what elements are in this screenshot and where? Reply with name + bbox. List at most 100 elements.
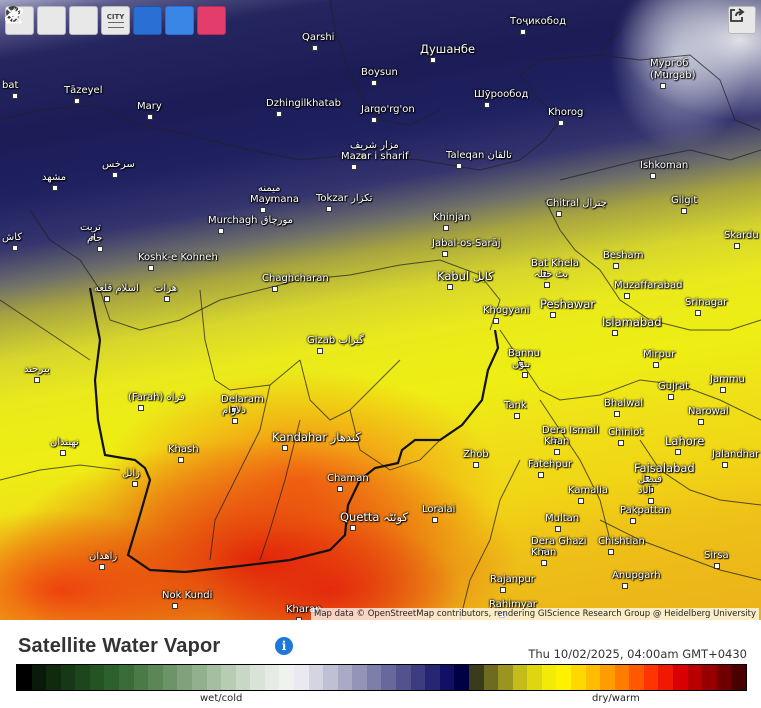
- city-marker: [675, 449, 681, 455]
- city-label: Besham: [603, 250, 644, 261]
- city-label: Mazar i sharif: [341, 151, 409, 162]
- city-marker: [442, 251, 448, 257]
- city-marker: [644, 476, 650, 482]
- city-marker: [430, 57, 436, 63]
- city-label: Zhob: [463, 449, 489, 460]
- city-marker: [443, 225, 449, 231]
- city-label: مزار شریف: [350, 140, 399, 151]
- lightning-button[interactable]: [7, 6, 162, 35]
- lightning-strike-button[interactable]: [6, 6, 194, 35]
- satellite-map[interactable]: Тоҷикобод Qarshi Душанбе Мургоб (Murgab) bat T…: [0, 0, 761, 620]
- city-marker: [360, 153, 366, 159]
- city-label: جام: [87, 233, 103, 244]
- colorbar-swatch: [410, 665, 426, 690]
- satellite-toggle-button[interactable]: [5, 6, 226, 35]
- info-icon[interactable]: i: [275, 637, 293, 655]
- city-marker: [178, 457, 184, 463]
- colorbar-swatch: [323, 665, 338, 690]
- city-label: Bhalwal: [604, 398, 644, 409]
- city-label: Mary: [137, 101, 162, 112]
- colorbar-swatch: [264, 665, 280, 690]
- city-label: (Farah) فراه: [128, 392, 185, 403]
- city-label: Jalandhar: [712, 449, 760, 460]
- city-label: Мургоб: [650, 58, 689, 69]
- colorbar-swatch: [133, 665, 149, 690]
- city-label: Quetta کوئٹہ: [340, 510, 408, 524]
- colorbar-swatch: [31, 665, 47, 690]
- city-marker: [97, 246, 103, 252]
- city-label: Pakpattan: [620, 505, 671, 516]
- colorbar-swatch: [512, 665, 528, 690]
- city-marker: [554, 449, 560, 455]
- city-label: زاهدان: [89, 551, 118, 562]
- city-marker: [172, 603, 178, 609]
- city-label: بیرجند: [24, 364, 50, 375]
- city-label: Maymana: [250, 194, 300, 205]
- city-marker: [231, 407, 237, 413]
- colorbar-swatch: [366, 665, 382, 690]
- colorbar-swatch: [687, 665, 703, 690]
- city-marker: [630, 518, 636, 524]
- map-attribution[interactable]: Map data © OpenStreetMap contributors, r…: [311, 608, 759, 620]
- city-marker: [734, 243, 740, 249]
- city-marker: [514, 413, 520, 419]
- city-marker: [522, 372, 528, 378]
- city-label: Jabal-os-Sarāj: [432, 238, 501, 249]
- city-label: Bannu: [508, 348, 541, 359]
- city-marker: [555, 526, 561, 532]
- colorbar-swatch: [75, 665, 90, 690]
- city-label: Srinagar: [685, 297, 728, 308]
- city-label: Nok Kundi: [162, 590, 213, 601]
- colorbar-swatch: [235, 665, 251, 690]
- city-marker: [538, 472, 544, 478]
- city-marker: [312, 45, 318, 51]
- city-marker: [272, 286, 278, 292]
- colorbar-swatch: [702, 665, 717, 690]
- city-label: Gizab گیزاب: [307, 335, 364, 346]
- colorbar-swatch: [119, 665, 134, 690]
- city-labels-icon: CITY: [107, 13, 124, 28]
- city-marker: [74, 98, 80, 104]
- city-label: Khinjan: [433, 212, 471, 223]
- city-marker: [282, 445, 288, 451]
- city-label: Sirsa: [704, 550, 729, 561]
- city-marker: [541, 271, 547, 277]
- legend-panel: Satellite Water Vapor i Thu 10/02/2025, …: [0, 620, 761, 708]
- city-label: (Murgab): [650, 70, 696, 81]
- city-label: Шӯрообод: [474, 89, 529, 100]
- city-marker: [612, 330, 618, 336]
- city-marker: [613, 263, 619, 269]
- city-marker: [518, 361, 524, 367]
- colorbar-swatch: [556, 665, 571, 690]
- city-label: اسلام قلعه: [94, 283, 139, 294]
- city-label: Rahimyar: [489, 599, 537, 610]
- city-marker: [660, 71, 666, 77]
- city-label: Qarshi: [302, 32, 335, 43]
- city-label: مشهد: [42, 172, 67, 183]
- city-labels-button[interactable]: CITY: [101, 6, 130, 35]
- city-marker: [648, 498, 654, 504]
- city-marker: [618, 440, 624, 446]
- city-label: Душанбе: [420, 42, 476, 56]
- city-label: Chaghcharan: [262, 273, 329, 284]
- city-marker: [578, 498, 584, 504]
- city-marker: [558, 120, 564, 126]
- zoom-out-button[interactable]: [6, 6, 98, 35]
- city-marker: [337, 486, 343, 492]
- city-marker: [104, 296, 110, 302]
- city-label: Lahore: [665, 434, 705, 448]
- share-button[interactable]: [728, 6, 756, 34]
- city-marker: [52, 185, 58, 191]
- colorbar-swatch: [381, 665, 397, 690]
- colorbar-swatch: [716, 665, 732, 690]
- city-label: Khogyani: [483, 305, 530, 316]
- colorbar-swatch: [60, 665, 76, 690]
- colorbar-swatch: [570, 665, 586, 690]
- city-label: Tāzeyel: [64, 85, 103, 96]
- city-label: Khorog: [548, 107, 584, 118]
- colorbar-swatch: [454, 665, 469, 690]
- colorbar-swatch: [396, 665, 411, 690]
- city-label: Gujrat: [658, 381, 690, 392]
- location-button[interactable]: [6, 6, 66, 35]
- colorbar-swatch: [541, 665, 557, 690]
